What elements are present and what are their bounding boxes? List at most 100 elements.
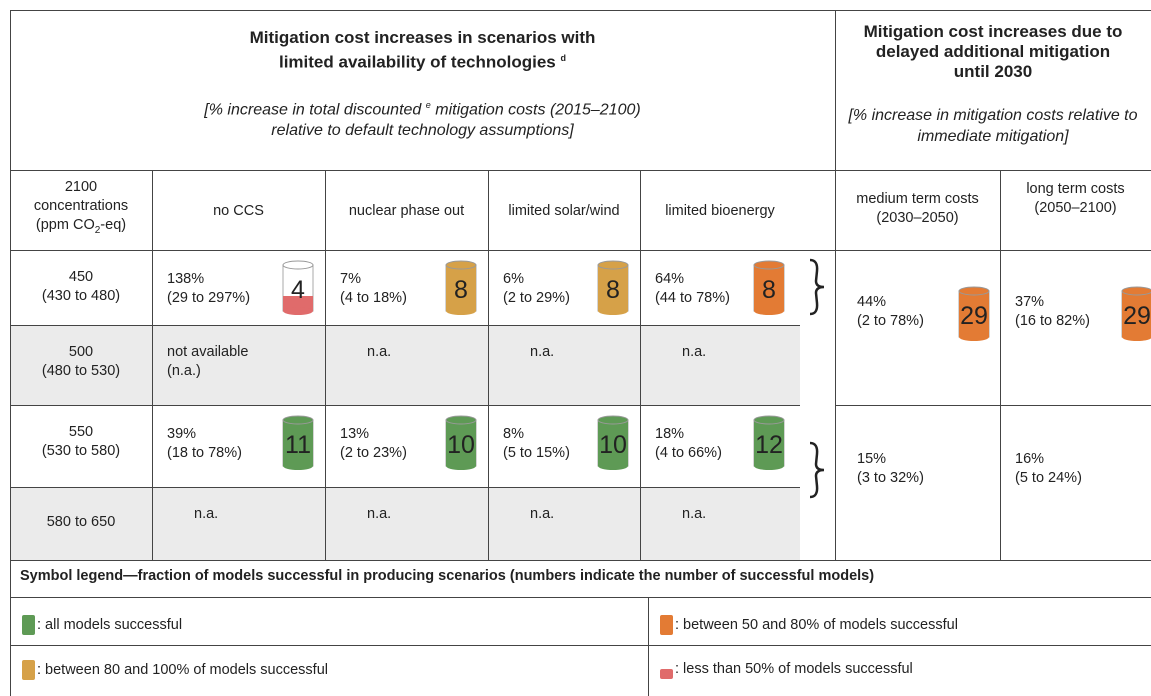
rule <box>10 325 800 326</box>
symbol-part <box>598 420 628 466</box>
rule <box>152 170 153 560</box>
legend-text: : between 80 and 100% of models successf… <box>37 661 328 678</box>
concentration: 450 (430 to 480) <box>10 268 152 306</box>
symbol: 12 <box>753 415 785 470</box>
range: (29 to 297%) <box>167 290 251 306</box>
brace-shape <box>809 441 825 499</box>
cell: 138% (29 to 297%) <box>167 270 297 308</box>
value: n.a. <box>682 344 707 360</box>
value: 580 to 650 <box>46 514 116 530</box>
legend-item: : between 50 and 80% of models successfu… <box>660 615 958 635</box>
legend-item: : less than 50% of models successful <box>660 660 913 679</box>
range: (2 to 29%) <box>503 290 570 306</box>
symbol-part <box>597 415 629 425</box>
symbol: 8 <box>753 260 785 315</box>
symbol-part <box>283 307 313 315</box>
symbol-part <box>446 462 476 470</box>
symbol-part <box>958 286 990 296</box>
symbol-part <box>283 420 313 466</box>
model-count: 4 <box>291 276 305 304</box>
range: (3 to 32%) <box>857 470 924 486</box>
rule <box>835 405 1151 406</box>
symbol-part <box>754 462 784 470</box>
cell: n.a. <box>194 505 324 524</box>
rule <box>10 10 11 696</box>
value: 15% <box>857 451 887 467</box>
brace <box>800 257 830 317</box>
value: 39% <box>167 426 197 442</box>
range: (n.a.) <box>167 363 201 379</box>
rule <box>488 170 489 560</box>
range: (16 to 82%) <box>1015 313 1090 329</box>
model-count: 8 <box>762 276 776 304</box>
rule <box>1000 170 1001 560</box>
range: (5 to 15%) <box>503 445 570 461</box>
brace-shape <box>809 258 825 316</box>
rule <box>10 645 1151 646</box>
legend-swatch <box>22 660 35 680</box>
brace <box>800 440 830 500</box>
cell: 64% (44 to 78%) <box>655 270 785 308</box>
symbol-part <box>754 420 784 466</box>
value: n.a. <box>530 344 555 360</box>
rule <box>10 560 1151 561</box>
rule <box>10 250 1151 251</box>
cell: 18% (4 to 66%) <box>655 425 785 463</box>
symbol-part <box>1122 333 1151 341</box>
range: (44 to 78%) <box>655 290 730 306</box>
symbol-part <box>754 265 784 311</box>
symbol-part <box>753 260 785 270</box>
right-header: Mitigation cost increases due to delayed… <box>835 22 1151 147</box>
range: (4 to 66%) <box>655 445 722 461</box>
rule <box>10 487 800 488</box>
range: (530 to 580) <box>41 443 121 459</box>
delayed-cell: 15% (3 to 32%) <box>857 450 977 488</box>
delayed-cell: 37% (16 to 82%) <box>1015 293 1135 331</box>
legend-text: : between 50 and 80% of models successfu… <box>675 616 958 633</box>
range: (18 to 78%) <box>167 445 242 461</box>
rule <box>325 170 326 560</box>
cell: n.a. <box>367 505 497 524</box>
value: 37% <box>1015 294 1045 310</box>
cell: 7% (4 to 18%) <box>340 270 470 308</box>
symbol: 10 <box>445 415 477 470</box>
concentration: 550 (530 to 580) <box>10 423 152 461</box>
title-note: d <box>560 53 567 63</box>
cell: 8% (5 to 15%) <box>503 425 633 463</box>
symbol-part <box>283 296 313 311</box>
value: n.a. <box>367 506 392 522</box>
legend-swatch <box>660 668 673 679</box>
value: n.a. <box>367 344 392 360</box>
cell: 39% (18 to 78%) <box>167 425 297 463</box>
range: (430 to 480) <box>41 288 121 304</box>
value: 6% <box>503 271 524 287</box>
model-count: 29 <box>1123 302 1151 330</box>
symbol-part <box>1122 291 1151 337</box>
model-count: 8 <box>606 276 620 304</box>
legend-swatch <box>22 615 35 635</box>
range: (4 to 18%) <box>340 290 407 306</box>
symbol: 4 <box>282 260 314 315</box>
value: 18% <box>655 426 685 442</box>
value: 500 <box>68 344 94 360</box>
symbol: 29 <box>958 286 990 341</box>
left-title: Mitigation cost increases in scenarios w… <box>223 28 623 73</box>
rule <box>648 597 649 696</box>
rule <box>10 170 1151 171</box>
header-text: 2100 concentrations (ppm CO <box>33 179 129 233</box>
left-subtitle: [% increase in total discounted e mitiga… <box>178 95 668 141</box>
symbol-part <box>959 291 989 337</box>
brace-path <box>809 441 825 499</box>
cell: n.a. <box>682 505 812 524</box>
symbol-part <box>282 260 314 270</box>
right-title: Mitigation cost increases due to delayed… <box>863 22 1123 81</box>
range: (5 to 24%) <box>1015 470 1082 486</box>
symbol-part <box>754 307 784 315</box>
symbol: 8 <box>597 260 629 315</box>
symbol-part <box>959 333 989 341</box>
concentration: 580 to 650 <box>10 513 152 532</box>
symbol-part <box>445 415 477 425</box>
symbol-part <box>282 415 314 425</box>
value: n.a. <box>194 506 219 522</box>
legend-text: : all models successful <box>37 616 183 633</box>
